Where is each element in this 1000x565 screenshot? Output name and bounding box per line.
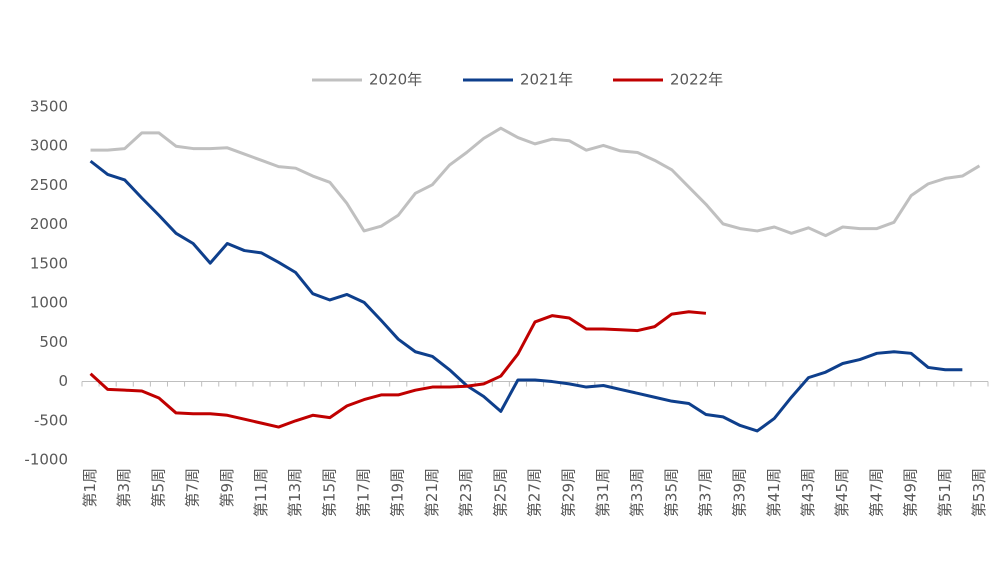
x-tick-label: 第51周 bbox=[936, 468, 954, 517]
x-tick-label: 第19周 bbox=[389, 468, 407, 517]
x-tick-label: 第13周 bbox=[286, 468, 304, 517]
legend-item: 2022年 bbox=[613, 71, 723, 89]
y-tick-label: -1000 bbox=[24, 451, 68, 469]
line-series bbox=[89, 310, 707, 429]
x-tick-label: 第41周 bbox=[765, 468, 783, 517]
x-tick-label: 第43周 bbox=[799, 468, 817, 517]
x-tick-label: 第49周 bbox=[902, 468, 920, 517]
x-tick-label: 第39周 bbox=[731, 468, 749, 517]
y-tick-label: 2500 bbox=[30, 176, 68, 194]
x-tick-label: 第35周 bbox=[662, 468, 680, 517]
x-tick-label: 第1周 bbox=[81, 468, 99, 508]
x-tick-label: 第17周 bbox=[355, 468, 373, 517]
x-tick-label: 第47周 bbox=[867, 468, 885, 517]
x-tick-label: 第53周 bbox=[970, 468, 988, 517]
legend-label: 2020年 bbox=[369, 71, 422, 89]
legend-label: 2021年 bbox=[520, 71, 573, 89]
y-tick-label: 500 bbox=[39, 333, 68, 351]
x-tick-label: 第37周 bbox=[696, 468, 714, 517]
x-tick-label: 第7周 bbox=[184, 468, 202, 508]
x-tick-label: 第9周 bbox=[218, 468, 236, 508]
x-tick-label: 第5周 bbox=[149, 468, 167, 508]
x-tick-label: 第33周 bbox=[628, 468, 646, 517]
x-tick-label: 第15周 bbox=[320, 468, 338, 517]
x-tick-label: 第45周 bbox=[833, 468, 851, 517]
x-tick-label: 第29周 bbox=[560, 468, 578, 517]
y-tick-label: -500 bbox=[34, 411, 68, 429]
x-tick-label: 第27周 bbox=[526, 468, 544, 517]
x-tick-label: 第21周 bbox=[423, 468, 441, 517]
x-tick-label: 第31周 bbox=[594, 468, 612, 517]
x-tick-label: 第11周 bbox=[252, 468, 270, 517]
y-tick-label: 0 bbox=[58, 372, 68, 390]
y-tick-label: 3500 bbox=[30, 98, 68, 116]
line-series bbox=[90, 126, 981, 238]
x-tick-label: 第23周 bbox=[457, 468, 475, 517]
x-tick-label: 第3周 bbox=[115, 468, 133, 508]
line-series bbox=[89, 159, 963, 433]
legend-item: 2020年 bbox=[312, 71, 422, 89]
y-tick-label: 1500 bbox=[30, 254, 68, 272]
legend-item: 2021年 bbox=[463, 71, 573, 89]
legend-label: 2022年 bbox=[670, 71, 723, 89]
y-tick-label: 2000 bbox=[30, 215, 68, 233]
y-tick-label: 1000 bbox=[30, 294, 68, 312]
y-tick-label: 3000 bbox=[30, 137, 68, 155]
x-tick-label: 第25周 bbox=[491, 468, 509, 517]
